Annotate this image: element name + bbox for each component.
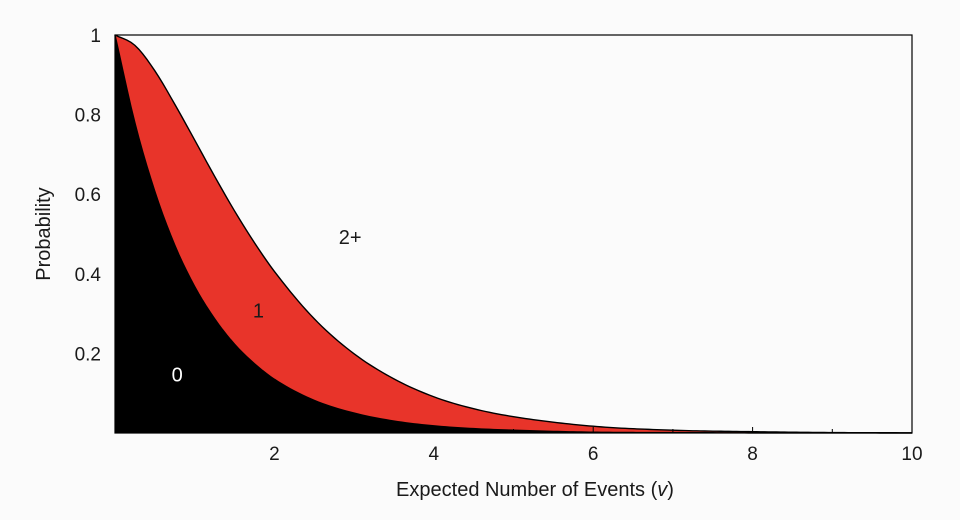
x-tick-label: 6 xyxy=(588,444,599,465)
y-tick-label: 0.6 xyxy=(75,185,101,206)
y-tick-label: 0.2 xyxy=(75,344,101,365)
x-tick-label: 4 xyxy=(429,444,440,465)
y-tick-label: 1 xyxy=(90,26,101,47)
stacked-areas xyxy=(115,35,912,433)
y-tick-label: 0.8 xyxy=(75,106,101,127)
boundary-line-2 xyxy=(114,34,913,434)
x-tick-label: 2 xyxy=(269,444,280,465)
x-tick-label: 8 xyxy=(747,444,758,465)
x-axis-ticks: 2 4 6 8 10 xyxy=(194,427,923,465)
region-label-2: 1 xyxy=(253,301,264,323)
x-tick-label: 10 xyxy=(901,444,922,465)
y-tick-label: 0.4 xyxy=(75,265,102,286)
region-labels: 0 1 2+ xyxy=(172,227,362,386)
x-axis-label: Expected Number of Events (v) xyxy=(396,479,674,501)
area-series-1 xyxy=(115,35,912,433)
area-series-3 xyxy=(115,35,912,433)
plot-area: 2 4 6 8 10 0.2 0.4 0.6 0.8 1 0 1 2+ xyxy=(75,26,923,465)
y-axis-label: Probability xyxy=(33,187,55,280)
region-label-3: 2+ xyxy=(339,227,362,249)
area-series-2 xyxy=(115,35,912,433)
region-label-1: 0 xyxy=(172,364,183,386)
y-axis-ticks: 0.2 0.4 0.6 0.8 1 xyxy=(75,26,121,365)
